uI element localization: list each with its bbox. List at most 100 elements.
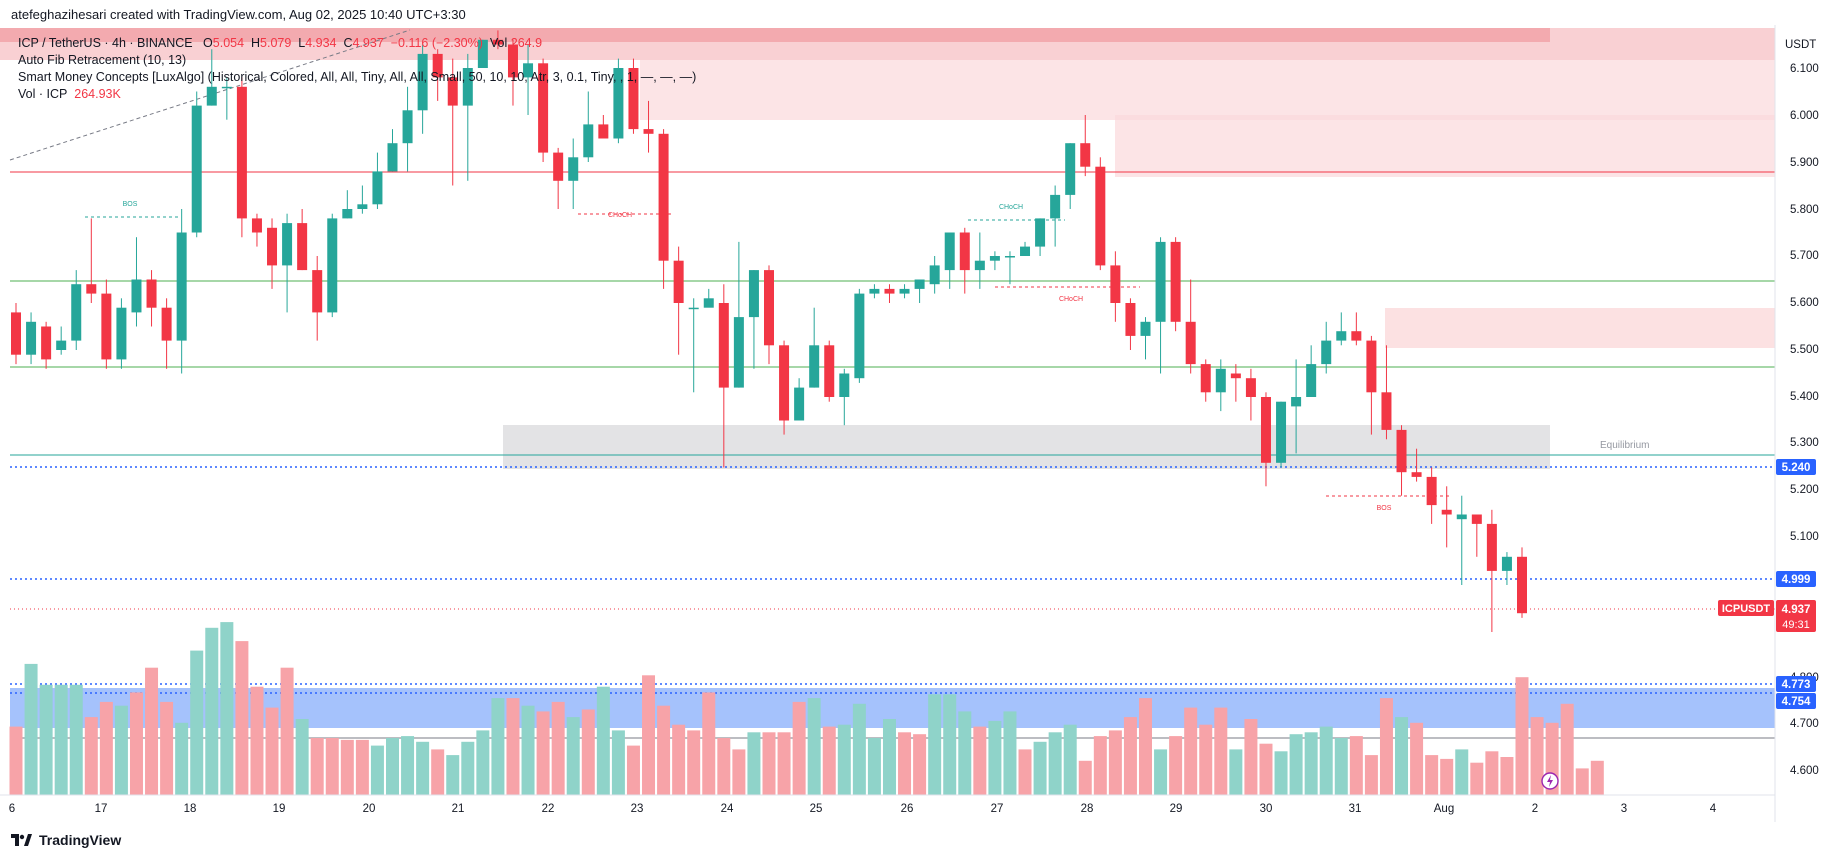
candle-body[interactable]: [718, 303, 729, 388]
candle-body[interactable]: [523, 63, 534, 78]
candle-body[interactable]: [1426, 476, 1437, 506]
candle-body[interactable]: [854, 293, 865, 379]
candle-body[interactable]: [839, 373, 850, 398]
candle-body[interactable]: [568, 157, 579, 181]
candle-body[interactable]: [1276, 401, 1287, 463]
candle-body[interactable]: [327, 218, 338, 313]
candle-body[interactable]: [538, 63, 549, 153]
symbol-title[interactable]: ICP / TetherUS · 4h · BINANCE: [18, 36, 193, 50]
candle-body[interactable]: [553, 152, 564, 181]
candle-body[interactable]: [1306, 364, 1317, 397]
candle-body[interactable]: [1351, 331, 1362, 341]
candle-body[interactable]: [56, 340, 67, 350]
legend-fib-row[interactable]: Auto Fib Retracement (10, 13): [18, 53, 187, 67]
candle-body[interactable]: [1230, 373, 1241, 379]
candle-body[interactable]: [1215, 368, 1226, 393]
candle-body[interactable]: [1441, 509, 1452, 515]
candle-body[interactable]: [11, 312, 21, 355]
candle-body[interactable]: [312, 270, 323, 313]
candle-body[interactable]: [1170, 241, 1181, 322]
candle-body[interactable]: [1366, 340, 1377, 393]
tradingview-brand[interactable]: TradingView: [11, 832, 121, 848]
candle-body[interactable]: [1471, 514, 1482, 524]
candle-body[interactable]: [1260, 397, 1271, 463]
candle-body[interactable]: [206, 86, 217, 106]
candle-body[interactable]: [221, 86, 232, 89]
candle-body[interactable]: [236, 86, 247, 219]
candle-body[interactable]: [161, 307, 172, 341]
candle-body[interactable]: [764, 270, 774, 346]
candle-body[interactable]: [101, 293, 112, 360]
candle-body[interactable]: [1381, 392, 1392, 430]
candle-body[interactable]: [1020, 246, 1031, 256]
candle-body[interactable]: [1200, 364, 1211, 393]
candle-body[interactable]: [297, 223, 308, 271]
candle-body[interactable]: [824, 345, 835, 397]
candle-body[interactable]: [1321, 340, 1332, 365]
candle-body[interactable]: [477, 39, 488, 68]
candle-body[interactable]: [658, 133, 669, 261]
candle-body[interactable]: [779, 345, 790, 421]
candle-body[interactable]: [41, 326, 52, 360]
candle-body[interactable]: [1110, 265, 1121, 303]
candle-body[interactable]: [432, 53, 443, 78]
candle-body[interactable]: [131, 279, 142, 313]
candle-body[interactable]: [26, 321, 37, 355]
candle-body[interactable]: [884, 288, 895, 294]
candle-body[interactable]: [1155, 241, 1166, 322]
candle-body[interactable]: [116, 307, 127, 360]
candle-body[interactable]: [372, 171, 383, 205]
candle-body[interactable]: [1185, 321, 1196, 365]
candle-body[interactable]: [71, 284, 82, 341]
candle-body[interactable]: [929, 265, 940, 285]
candle-body[interactable]: [1004, 256, 1015, 258]
candle-body[interactable]: [1291, 397, 1302, 407]
candle-body[interactable]: [989, 256, 1000, 261]
candle-body[interactable]: [86, 284, 97, 294]
candle-body[interactable]: [1125, 303, 1136, 336]
candle-body[interactable]: [944, 232, 955, 271]
legend-smc-row[interactable]: Smart Money Concepts [LuxAlgo] (Historic…: [18, 70, 697, 84]
candle-body[interactable]: [1140, 321, 1151, 336]
candle-body[interactable]: [176, 232, 187, 341]
candle-body[interactable]: [1396, 429, 1407, 473]
candle-body[interactable]: [703, 298, 714, 308]
candle-body[interactable]: [447, 77, 458, 106]
candle-body[interactable]: [1080, 143, 1091, 167]
candle-body[interactable]: [643, 129, 654, 134]
candle-body[interactable]: [282, 223, 293, 266]
candle-body[interactable]: [402, 110, 413, 144]
candle-body[interactable]: [1245, 378, 1256, 397]
candle-body[interactable]: [251, 218, 262, 233]
candle-body[interactable]: [1486, 523, 1497, 571]
candle-body[interactable]: [628, 68, 639, 130]
price-axis[interactable]: 6.100 6.000 5.900 5.800 5.700 5.600 5.500 5.400…: [1785, 39, 1819, 777]
candle-body[interactable]: [387, 143, 398, 172]
candle-body[interactable]: [899, 288, 910, 294]
candle-body[interactable]: [733, 317, 744, 388]
legend-volume-row[interactable]: Vol · ICP 264.93K: [18, 86, 696, 103]
candle-body[interactable]: [507, 44, 518, 78]
candle-body[interactable]: [492, 39, 503, 45]
candle-body[interactable]: [673, 260, 684, 303]
candle-body[interactable]: [688, 307, 699, 310]
candle-body[interactable]: [1517, 556, 1527, 614]
candle-body[interactable]: [794, 387, 805, 421]
candle-body[interactable]: [462, 68, 473, 106]
candle-body[interactable]: [914, 279, 925, 289]
candle-body[interactable]: [191, 105, 202, 233]
candle-body[interactable]: [1501, 556, 1512, 571]
candle-body[interactable]: [146, 279, 157, 308]
candle-body[interactable]: [267, 227, 278, 266]
candle-body[interactable]: [974, 260, 985, 271]
candle-body[interactable]: [1035, 218, 1046, 247]
candle-body[interactable]: [583, 124, 594, 158]
candle-body[interactable]: [959, 232, 970, 271]
candle-body[interactable]: [1411, 472, 1422, 477]
candle-body[interactable]: [598, 124, 609, 139]
candle-body[interactable]: [1065, 143, 1076, 195]
candle-body[interactable]: [748, 270, 759, 318]
candle-body[interactable]: [342, 209, 353, 219]
candle-body[interactable]: [869, 288, 880, 294]
